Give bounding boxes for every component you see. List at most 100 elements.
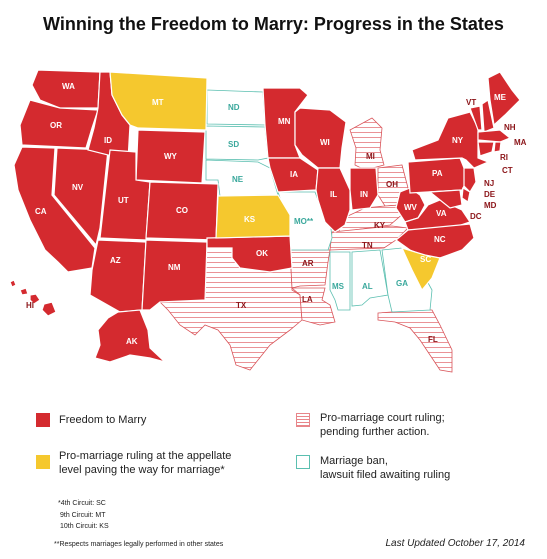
legend-appellate-line2: level paving the way for marriage* [59, 464, 225, 476]
label-nm: NM [168, 263, 181, 272]
label-tn: TN [362, 241, 373, 250]
state-south-dakota [205, 125, 269, 161]
label-ut: UT [118, 196, 129, 205]
state-connecticut [477, 141, 495, 157]
label-tx: TX [236, 301, 247, 310]
state-delaware [461, 187, 471, 203]
us-marriage-map: WA OR CA NV ID MT WY UT AZ CO NM ND SD N… [9, 69, 527, 373]
label-nj: NJ [484, 179, 494, 188]
state-new-hampshire [481, 99, 495, 133]
legend-ban-line2: lawsuit filed awaiting ruling [320, 469, 451, 481]
label-sc: SC [420, 255, 431, 264]
state-michigan [349, 117, 385, 171]
state-oklahoma [206, 235, 293, 273]
label-ne: NE [232, 175, 244, 184]
legend-label-freedom: Freedom to Marry [59, 414, 147, 426]
label-mn: MN [278, 117, 291, 126]
label-az: AZ [110, 256, 121, 265]
label-mt: MT [152, 98, 164, 107]
label-id: ID [104, 136, 112, 145]
label-in: IN [360, 190, 368, 199]
label-ms: MS [332, 282, 345, 291]
note-circuit-10: 10th Circuit: KS [60, 523, 109, 530]
state-new-mexico [141, 239, 208, 311]
state-oregon [19, 99, 99, 149]
state-massachusetts [477, 129, 512, 143]
map-title: Winning the Freedom to Marry: Progress i… [43, 14, 504, 34]
state-alabama [351, 249, 389, 307]
label-wi: WI [320, 138, 330, 147]
state-louisiana [290, 287, 336, 326]
label-nv: NV [72, 183, 84, 192]
state-hawaii [9, 279, 57, 317]
freedom-states [9, 69, 521, 363]
label-sd: SD [228, 140, 239, 149]
label-nh: NH [504, 123, 516, 132]
note-circuit-4: *4th Circuit: SC [58, 500, 106, 507]
legend-court-line2: pending further action. [320, 426, 430, 438]
legend-label-court-ruling: Pro-marriage court ruling; pending furth… [320, 411, 445, 439]
label-me: ME [494, 93, 507, 102]
label-co: CO [176, 206, 188, 215]
label-ok: OK [256, 249, 268, 258]
label-wv: WV [404, 203, 418, 212]
label-nd: ND [228, 103, 240, 112]
label-de: DE [484, 190, 496, 199]
label-wa: WA [62, 82, 75, 91]
label-ri: RI [500, 153, 508, 162]
label-pa: PA [432, 169, 443, 178]
state-illinois [315, 167, 351, 233]
label-ma: MA [514, 138, 527, 147]
legend-label-appellate: Pro-marriage ruling at the appellate lev… [59, 449, 231, 477]
label-vt: VT [466, 98, 476, 107]
label-ar: AR [302, 259, 314, 268]
label-wy: WY [164, 152, 178, 161]
label-la: LA [302, 295, 313, 304]
state-vermont [469, 105, 483, 131]
label-hi: HI [26, 301, 34, 310]
label-or: OR [50, 121, 62, 130]
state-rhode-island [493, 141, 502, 153]
label-fl: FL [428, 335, 438, 344]
state-alaska [94, 309, 166, 363]
label-ct: CT [502, 166, 513, 175]
label-ia: IA [290, 170, 298, 179]
legend-label-ban: Marriage ban, lawsuit filed awaiting rul… [320, 454, 450, 482]
legend-ban-line1: Marriage ban, [320, 455, 388, 467]
legend-appellate-line1: Pro-marriage ruling at the appellate [59, 450, 232, 462]
state-montana [109, 71, 208, 131]
appellate-states [109, 71, 441, 292]
state-new-york [411, 111, 490, 169]
label-mi: MI [366, 152, 375, 161]
state-california [13, 146, 96, 273]
state-kansas [215, 194, 291, 239]
note-respects: **Respects marriages legally performed i… [54, 541, 224, 548]
state-south-carolina [400, 247, 441, 292]
label-ak: AK [126, 337, 138, 346]
label-md: MD [484, 201, 497, 210]
legend-swatch-ban [296, 455, 310, 469]
label-ga: GA [396, 279, 408, 288]
label-dc: DC [470, 212, 482, 221]
label-ky: KY [374, 221, 386, 230]
state-arkansas [289, 249, 331, 289]
state-labels: WA OR CA NV ID MT WY UT AZ CO NM ND SD N… [26, 82, 527, 346]
state-maine [487, 71, 521, 127]
legend-swatch-appellate [36, 455, 50, 469]
label-ca: CA [35, 207, 47, 216]
state-florida [377, 309, 453, 373]
label-ny: NY [452, 136, 464, 145]
state-mississippi [329, 251, 351, 311]
state-maryland [428, 189, 463, 209]
legend-swatch-freedom [36, 413, 50, 427]
label-al: AL [362, 282, 373, 291]
last-updated: Last Updated October 17, 2014 [385, 538, 525, 549]
label-oh: OH [386, 180, 398, 189]
legend-swatch-court-ruling [296, 413, 310, 427]
label-mo: MO** [294, 217, 314, 226]
label-va: VA [436, 209, 447, 218]
label-nc: NC [434, 235, 446, 244]
note-circuit-9: 9th Circuit: MT [60, 512, 106, 519]
state-new-jersey [463, 167, 477, 193]
label-ks: KS [244, 215, 256, 224]
